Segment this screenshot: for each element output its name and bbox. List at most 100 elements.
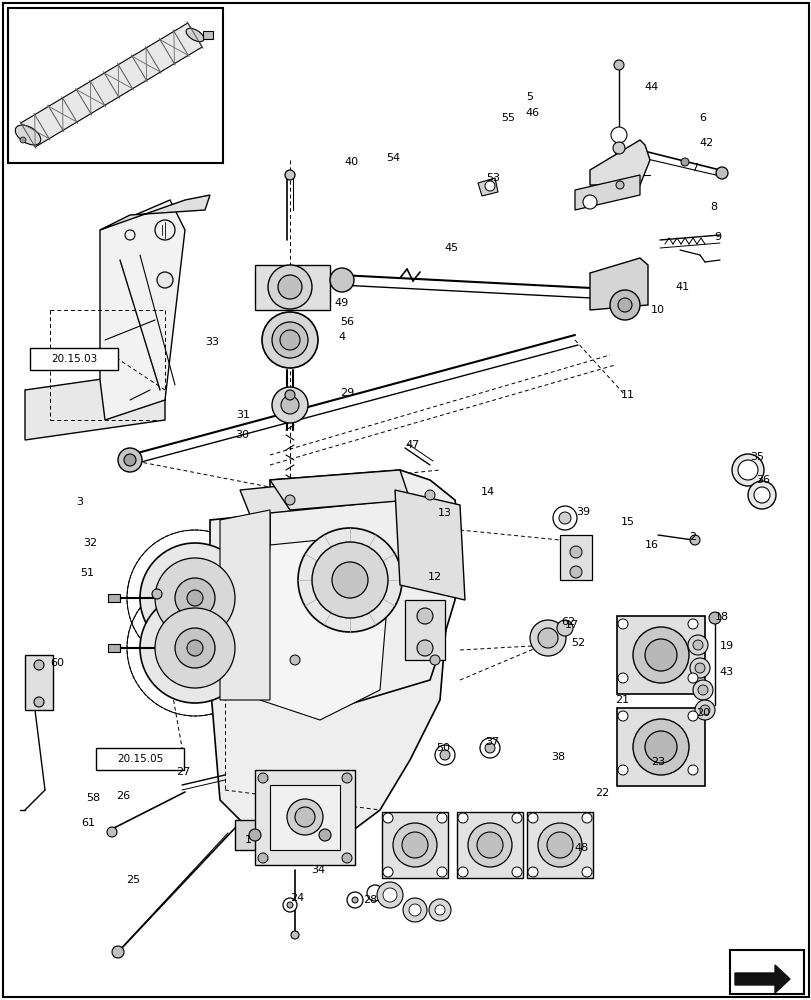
Circle shape [285, 170, 294, 180]
Circle shape [112, 946, 124, 958]
Circle shape [139, 543, 250, 653]
Bar [457, 812, 522, 878]
Text: 47: 47 [406, 440, 419, 450]
Text: 61: 61 [81, 818, 95, 828]
Circle shape [699, 705, 709, 715]
Circle shape [346, 892, 363, 908]
Circle shape [435, 905, 444, 915]
Text: 51: 51 [80, 568, 94, 578]
Text: 39: 39 [575, 507, 590, 517]
Text: 33: 33 [204, 337, 219, 347]
Circle shape [262, 312, 318, 368]
Bar [616, 708, 704, 786]
Circle shape [609, 290, 639, 320]
Circle shape [617, 619, 627, 629]
Text: 5: 5 [526, 92, 533, 102]
Text: 54: 54 [385, 153, 400, 163]
Polygon shape [260, 535, 389, 720]
Bar [234, 820, 345, 850]
Text: 17: 17 [564, 620, 578, 630]
Circle shape [512, 813, 521, 823]
Circle shape [34, 660, 44, 670]
Circle shape [747, 481, 775, 509]
Circle shape [383, 867, 393, 877]
Text: 30: 30 [234, 430, 249, 440]
Bar [25, 655, 53, 710]
Circle shape [687, 635, 707, 655]
Bar [381, 812, 448, 878]
Circle shape [258, 773, 268, 783]
Text: 18: 18 [714, 612, 728, 622]
Bar [108, 644, 120, 652]
Text: 44: 44 [644, 82, 659, 92]
Text: 20.15.05: 20.15.05 [117, 754, 163, 764]
Bar [405, 600, 444, 660]
Bar [729, 950, 803, 994]
Circle shape [152, 589, 162, 599]
Circle shape [383, 813, 393, 823]
Text: 7: 7 [691, 163, 697, 173]
Text: 40: 40 [345, 157, 358, 167]
Circle shape [556, 620, 573, 636]
Text: 11: 11 [620, 390, 634, 400]
Circle shape [290, 655, 299, 665]
Circle shape [582, 195, 596, 209]
Circle shape [376, 882, 402, 908]
Polygon shape [590, 140, 649, 185]
Text: 9: 9 [714, 232, 721, 242]
Circle shape [341, 853, 351, 863]
Circle shape [731, 454, 763, 486]
Circle shape [175, 628, 215, 668]
Circle shape [708, 612, 720, 624]
Circle shape [272, 387, 307, 423]
Circle shape [476, 832, 502, 858]
Circle shape [157, 272, 173, 288]
Circle shape [617, 711, 627, 721]
Circle shape [552, 506, 577, 530]
Circle shape [424, 490, 435, 500]
Circle shape [393, 823, 436, 867]
Text: 58: 58 [86, 793, 100, 803]
Circle shape [428, 899, 450, 921]
Bar [96, 748, 184, 770]
Text: 53: 53 [486, 173, 500, 183]
Circle shape [351, 897, 358, 903]
Circle shape [484, 743, 495, 753]
Circle shape [430, 655, 440, 665]
Circle shape [617, 673, 627, 683]
Circle shape [569, 546, 581, 558]
Text: 12: 12 [427, 572, 441, 582]
Circle shape [436, 867, 446, 877]
Circle shape [457, 813, 467, 823]
Circle shape [581, 813, 591, 823]
Text: 48: 48 [574, 843, 589, 853]
Circle shape [644, 731, 676, 763]
Bar [270, 785, 340, 850]
Polygon shape [574, 175, 639, 210]
Circle shape [633, 627, 689, 683]
Bar [30, 348, 118, 370]
Text: 16: 16 [644, 540, 659, 550]
Ellipse shape [15, 125, 41, 145]
Circle shape [187, 590, 203, 606]
Circle shape [34, 697, 44, 707]
Circle shape [20, 137, 26, 143]
Bar [255, 770, 354, 865]
Text: 41: 41 [675, 282, 689, 292]
Circle shape [530, 620, 565, 656]
Circle shape [692, 680, 712, 700]
Polygon shape [394, 490, 465, 600]
Circle shape [402, 898, 427, 922]
Circle shape [281, 396, 298, 414]
Circle shape [538, 823, 581, 867]
Circle shape [329, 268, 354, 292]
Circle shape [715, 167, 727, 179]
Text: 21: 21 [614, 695, 629, 705]
Circle shape [283, 898, 297, 912]
Circle shape [155, 558, 234, 638]
Circle shape [258, 853, 268, 863]
Text: 32: 32 [83, 538, 97, 548]
Circle shape [341, 773, 351, 783]
Circle shape [527, 867, 538, 877]
Circle shape [547, 832, 573, 858]
